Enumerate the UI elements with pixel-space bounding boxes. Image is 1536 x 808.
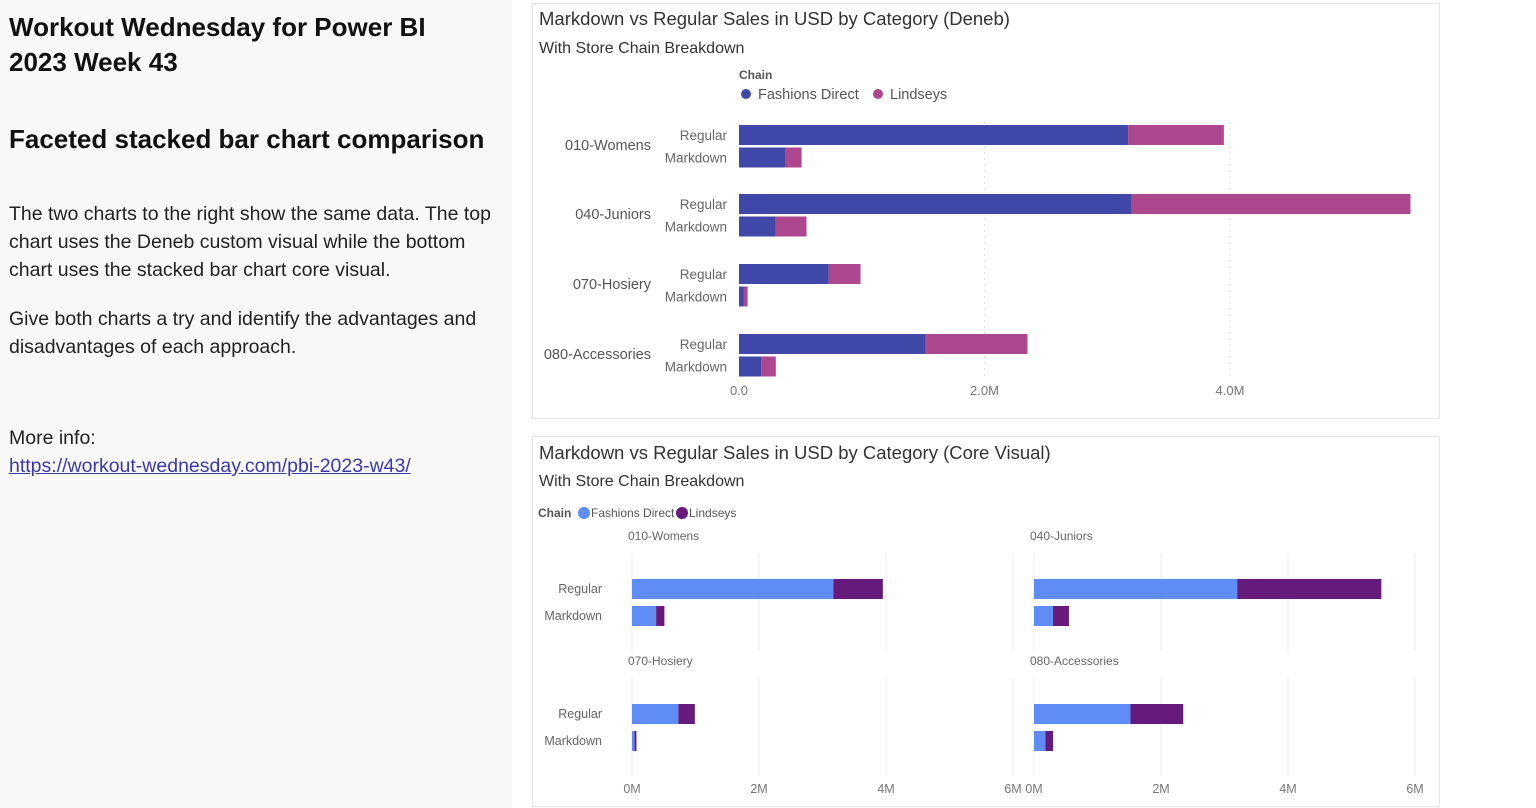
bar-segment: [632, 579, 834, 599]
x-tick-label: 0.0: [730, 383, 748, 398]
subcategory-label: Regular: [680, 197, 728, 212]
core-visual-chart: Markdown vs Regular Sales in USD by Cate…: [532, 436, 1440, 807]
bar-segment: [739, 264, 829, 284]
bar-segment: [785, 147, 802, 168]
text-panel: Workout Wednesday for Power BI 2023 Week…: [0, 0, 512, 808]
subcategory-label: Markdown: [665, 220, 727, 235]
bar-segment: [1034, 606, 1054, 626]
bar-segment: [739, 334, 926, 354]
chart-title: Markdown vs Regular Sales in USD by Cate…: [539, 442, 1051, 463]
bar-segment: [739, 286, 744, 307]
chart-subtitle: With Store Chain Breakdown: [539, 40, 745, 57]
x-tick-label: 6M: [1004, 782, 1021, 796]
bar-segment: [632, 731, 635, 751]
bar-segment: [1131, 194, 1411, 214]
legend-marker: [741, 89, 751, 99]
bar-segment: [1045, 731, 1054, 751]
more-info-link[interactable]: https://workout-wednesday.com/pbi-2023-w…: [9, 455, 411, 477]
x-tick-label: 2.0M: [970, 383, 999, 398]
legend-title: Chain: [538, 506, 571, 520]
bar-segment: [739, 216, 776, 237]
subcategory-label: Regular: [680, 267, 728, 282]
bar-segment: [828, 264, 861, 284]
chart-title: Markdown vs Regular Sales in USD by Cate…: [539, 8, 1010, 29]
facet-title: 040-Juniors: [1030, 529, 1093, 543]
bar-segment: [739, 356, 762, 377]
legend-marker: [676, 507, 688, 519]
x-tick-label: 0M: [623, 782, 640, 796]
bar-segment: [739, 194, 1132, 214]
chart-subtitle: With Store Chain Breakdown: [539, 473, 745, 490]
description-paragraph: The two charts to the right show the sam…: [9, 203, 491, 281]
x-tick-label: 2M: [1152, 782, 1169, 796]
legend-marker: [873, 89, 883, 99]
bar-segment: [678, 704, 695, 724]
x-tick-label: 6M: [1406, 782, 1423, 796]
legend-title: Chain: [739, 68, 772, 82]
subcategory-label: Regular: [680, 337, 728, 352]
bar-segment: [1034, 731, 1046, 751]
category-label: 010-Womens: [565, 138, 651, 154]
x-tick-label: 4M: [1279, 782, 1296, 796]
subcategory-label: Markdown: [665, 151, 727, 166]
bar-segment: [743, 286, 748, 307]
x-tick-label: 0M: [1025, 782, 1042, 796]
page-title: Workout Wednesday for Power BI 2023 Week…: [9, 12, 426, 77]
bar-segment: [833, 579, 883, 599]
bar-segment: [632, 704, 679, 724]
bar-segment: [739, 147, 786, 168]
instruction-paragraph: Give both charts a try and identify the …: [9, 308, 477, 358]
legend-label: Lindseys: [689, 506, 736, 520]
x-tick-label: 4.0M: [1216, 383, 1245, 398]
deneb-chart: Markdown vs Regular Sales in USD by Cate…: [532, 3, 1440, 419]
category-label: 080-Accessories: [544, 347, 651, 363]
subcategory-label: Markdown: [665, 290, 727, 305]
subcategory-label: Regular: [558, 707, 602, 721]
subcategory-label: Markdown: [544, 609, 602, 623]
x-tick-label: 2M: [750, 782, 767, 796]
legend-marker: [578, 507, 590, 519]
legend-label: Fashions Direct: [758, 87, 859, 103]
bar-segment: [1128, 125, 1224, 145]
bar-segment: [1237, 579, 1382, 599]
core-visual-chart-plot: Chain Fashions Direct Lindseys 010-Womens Re…: [538, 506, 1424, 796]
deneb-chart-plot: Chain Fashions Direct Lindseys 0.0 2.0M 4.0M 0…: [544, 68, 1411, 398]
bar-segment: [632, 606, 657, 626]
bar-segment: [775, 216, 807, 237]
subcategory-label: Regular: [558, 582, 602, 596]
category-label: 040-Juniors: [575, 207, 651, 223]
bar-segment: [1053, 606, 1069, 626]
subcategory-label: Markdown: [544, 734, 602, 748]
legend-label: Fashions Direct: [591, 506, 675, 520]
bar-segment: [656, 606, 665, 626]
bar-segment: [634, 731, 637, 751]
facet-title: 080-Accessories: [1030, 654, 1119, 668]
facet-title: 010-Womens: [628, 529, 699, 543]
x-tick-label: 4M: [877, 782, 894, 796]
bar-segment: [1130, 704, 1184, 724]
bar-segment: [761, 356, 776, 377]
bar-segment: [1034, 704, 1131, 724]
category-label: 070-Hosiery: [573, 277, 652, 293]
more-info-label: More info:: [9, 427, 96, 449]
legend-label: Lindseys: [890, 87, 947, 103]
subcategory-label: Regular: [680, 128, 728, 143]
bar-segment: [739, 125, 1129, 145]
page-subtitle: Faceted stacked bar chart comparison: [9, 124, 485, 154]
subcategory-label: Markdown: [665, 360, 727, 375]
facet-title: 070-Hosiery: [628, 654, 693, 668]
bar-segment: [1034, 579, 1238, 599]
bar-segment: [925, 334, 1028, 354]
